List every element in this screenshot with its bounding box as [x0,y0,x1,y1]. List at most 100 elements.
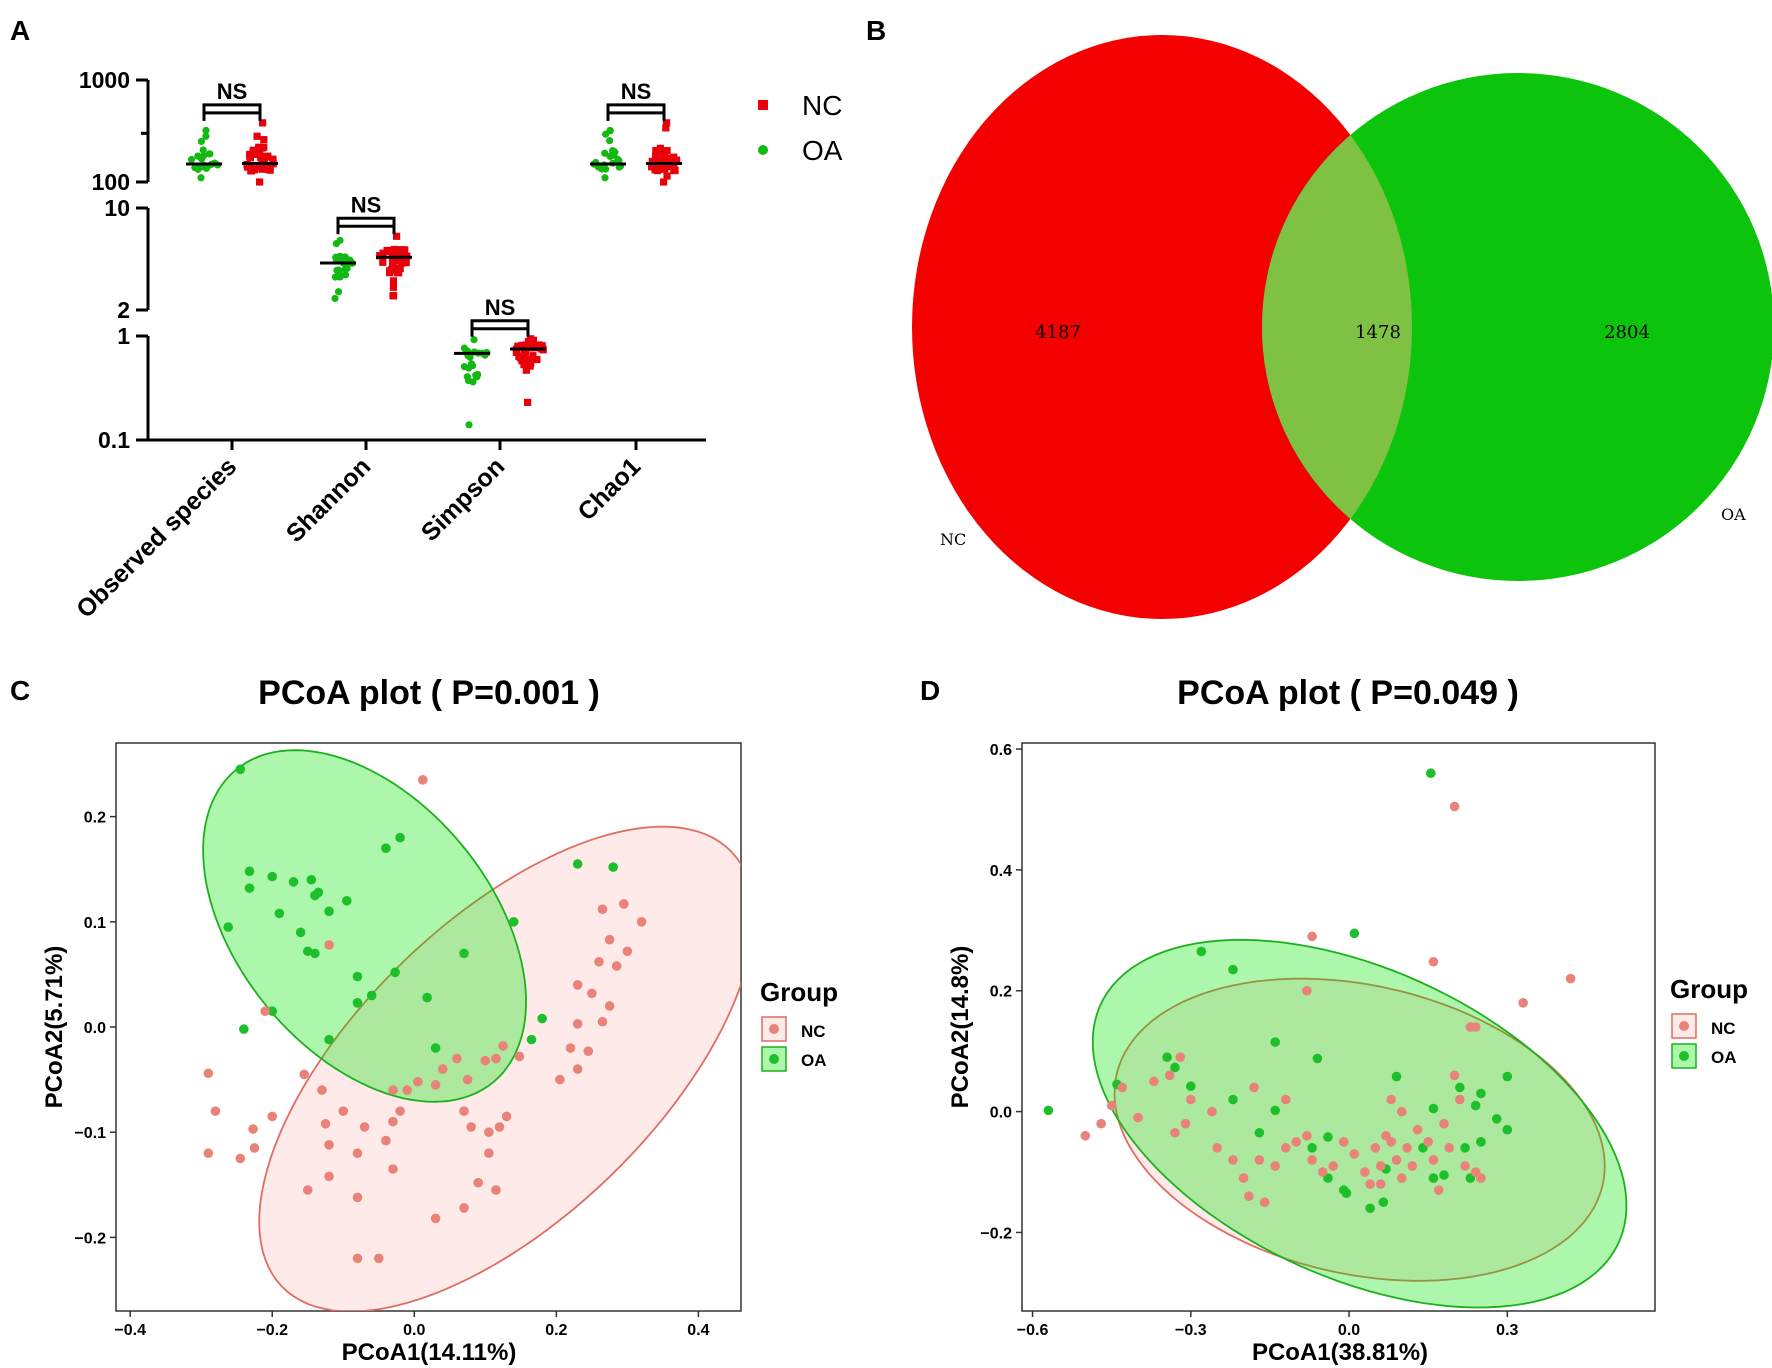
point-oa [1502,1071,1513,1082]
x-tick-label: −0.3 [1175,1322,1207,1339]
point-oa [390,967,400,978]
point-oa [324,1034,334,1045]
pcoa-c-ellipses [202,749,741,1311]
point-nc [1444,1143,1455,1153]
dot-nc [258,156,266,165]
point-nc [462,1074,473,1085]
point-nc [437,1064,448,1074]
pcoa-d-legend-dot-oa [1679,1051,1689,1061]
point-oa [235,764,246,775]
panel-d: D PCoA plot ( P=0.049 ) −0.6 −0.3 0.0 0.3 0.… [920,674,1748,1366]
point-nc [1565,973,1576,984]
dot-oa [465,421,473,429]
dot-nc [670,162,678,170]
point-oa [310,948,320,959]
point-nc [587,988,597,999]
dot-nc [648,163,656,171]
point-oa [1228,1094,1238,1105]
dot-nc [527,359,535,367]
panel-c: C PCoA plot ( P=0.001 ) −0.4 −0.2 0.0 0.2 0.… [10,674,838,1366]
dot-nc [397,259,405,267]
y-tick-label: 0.0 [84,1020,106,1037]
point-oa [1254,1127,1265,1138]
point-oa [288,877,299,887]
point-oa [1391,1071,1402,1082]
dot-nc [379,258,387,266]
point-nc [1338,1137,1349,1147]
median-lines [186,161,682,355]
dot-oa [197,137,205,146]
dot-nc [249,146,257,154]
point-oa [1460,1143,1470,1153]
point-oa [352,998,363,1008]
point-oa [1470,1100,1481,1111]
point-nc [1365,1179,1375,1189]
point-nc [583,1046,594,1056]
point-nc [494,1122,505,1132]
dot-nc [653,166,662,175]
dot-nc [260,136,268,144]
point-nc [249,1143,260,1153]
point-oa [313,887,324,898]
point-nc [248,1124,258,1134]
x-tick-label: 0.4 [687,1322,709,1339]
dot-nc [383,246,391,255]
dot-nc [389,262,397,270]
dot-oa [601,174,609,182]
point-nc [352,1192,363,1203]
point-oa [381,843,391,853]
point-nc [395,1106,405,1116]
legend-label-nc: NC [802,90,842,121]
point-oa [430,1043,441,1053]
point-nc [1080,1130,1091,1141]
dot-nc [656,144,664,152]
pcoa-d-legend-title: Group [1670,974,1748,1004]
point-nc [1397,1173,1407,1183]
y-tick-label: −0.2 [74,1230,106,1247]
point-nc [1249,1082,1259,1093]
dot-nc [533,355,541,364]
dot-oa [202,126,210,135]
dot-nc [253,132,261,140]
point-nc [1460,1161,1470,1171]
point-oa [422,992,432,1003]
dot-nc [520,360,528,369]
pcoa-d-legend: Group NC OA [1670,974,1748,1069]
x-tick-label: −0.6 [1017,1322,1049,1339]
panel-c-letter: C [10,675,30,706]
point-nc [338,1106,349,1116]
point-oa [223,922,234,932]
point-nc [1449,1070,1460,1081]
point-nc [1375,1179,1386,1189]
dot-oa [205,150,213,158]
dot-nc [670,166,678,175]
point-nc [1386,1094,1397,1105]
dot-nc [522,366,530,374]
point-nc [1238,1173,1249,1183]
point-nc [235,1153,246,1164]
point-oa [1043,1105,1054,1116]
point-nc [1317,1167,1328,1177]
dot-oa [331,294,339,303]
legend-swatch-nc [758,100,768,110]
point-oa [1341,1188,1352,1198]
point-oa [1196,946,1207,957]
venn-oa-only-count: 2804 [1604,322,1650,343]
category-label: Observed species [71,452,242,623]
significance-bracket [202,103,262,121]
dot-oa [601,149,609,157]
dot-oa [187,155,196,164]
dot-nc [247,167,256,175]
y-tick-label: −0.2 [980,1225,1012,1242]
dot-oa [343,264,351,273]
point-nc [373,1253,384,1264]
point-nc [260,1006,270,1017]
point-oa [366,990,377,1001]
point-nc [514,1051,525,1062]
point-oa [459,948,469,959]
dot-nc [524,398,532,406]
point-nc [203,1148,214,1159]
x-tick-label: 0.0 [403,1322,425,1339]
venn-label-oa: OA [1721,505,1746,524]
point-nc [1386,1137,1397,1147]
